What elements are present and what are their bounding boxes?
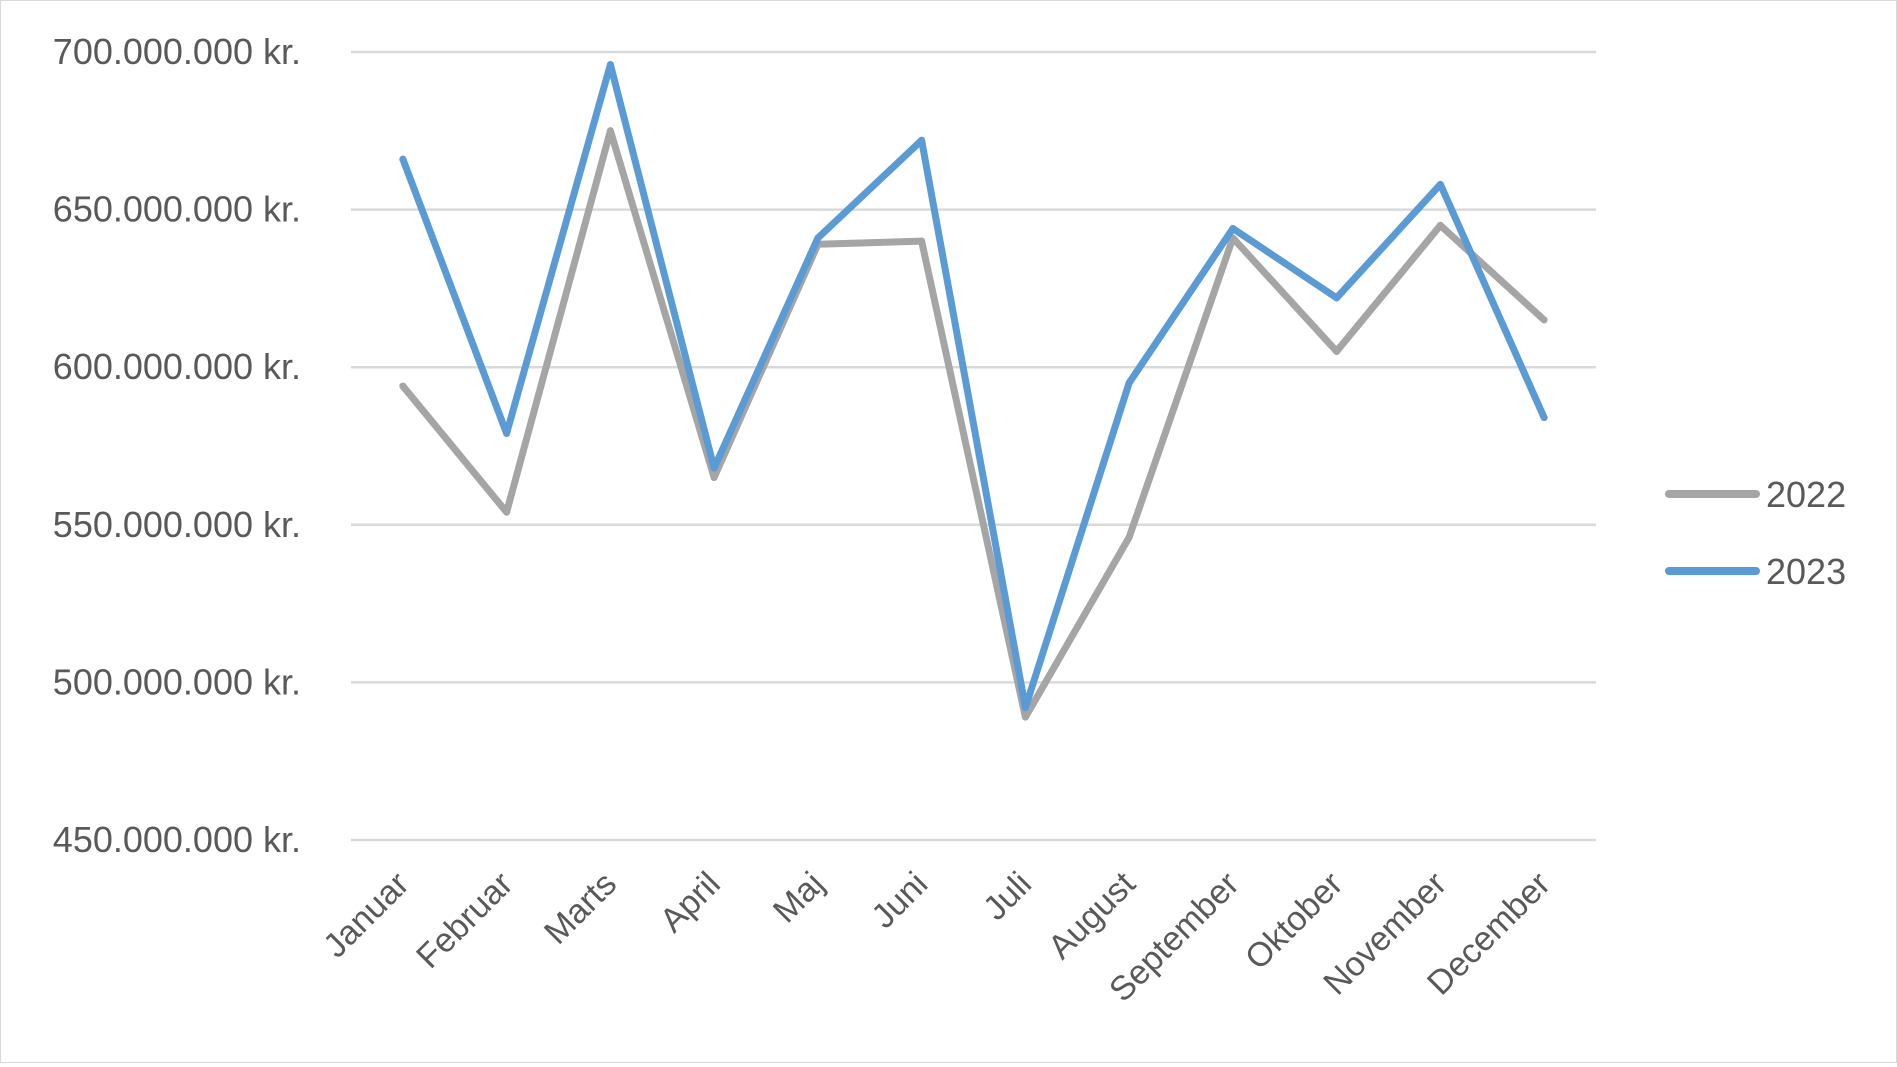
data-point-2022: [1540, 316, 1548, 324]
data-point-2023: [814, 234, 822, 242]
y-tick-label: 600.000.000 kr.: [53, 346, 301, 387]
y-tick-label: 700.000.000 kr.: [53, 31, 301, 72]
x-tick-label: Juli: [976, 865, 1039, 928]
data-point-2023: [1540, 414, 1548, 422]
x-tick-label: Januar: [316, 865, 416, 965]
data-point-2023: [1125, 379, 1133, 387]
y-tick-label: 550.000.000 kr.: [53, 504, 301, 545]
y-tick-label: 650.000.000 kr.: [53, 189, 301, 230]
legend-label-2023: 2023: [1766, 551, 1846, 592]
data-point-2023: [918, 136, 926, 144]
data-point-2022: [1125, 533, 1133, 541]
x-tick-label: Februar: [409, 865, 520, 976]
x-tick-label: April: [653, 865, 728, 940]
data-point-2023: [1021, 704, 1029, 712]
data-point-2023: [1436, 180, 1444, 188]
data-point-2023: [710, 464, 718, 472]
legend: 2022 2023: [1665, 474, 1846, 592]
data-point-2022: [503, 508, 511, 516]
data-point-2023: [1229, 225, 1237, 233]
series-line-2023: [399, 61, 1548, 712]
data-point-2022: [1436, 221, 1444, 229]
data-point-2022: [1021, 713, 1029, 721]
y-tick-label: 500.000.000 kr.: [53, 661, 301, 702]
data-point-2023: [1333, 294, 1341, 302]
gridlines: [351, 50, 1596, 842]
y-tick-label: 450.000.000 kr.: [53, 819, 301, 860]
x-tick-label: Maj: [766, 865, 832, 931]
data-point-2022: [918, 237, 926, 245]
series-lines: [399, 61, 1548, 721]
data-point-2023: [606, 61, 614, 69]
y-axis-tick-labels: 450.000.000 kr. 500.000.000 kr. 550.000.00…: [53, 31, 301, 860]
data-point-2022: [710, 474, 718, 482]
data-point-2022: [606, 127, 614, 135]
legend-label-2022: 2022: [1766, 474, 1846, 515]
x-tick-label: Juni: [864, 865, 935, 936]
data-point-2022: [1333, 347, 1341, 355]
x-tick-label: Marts: [537, 865, 624, 952]
x-tick-label: August: [1041, 864, 1143, 966]
data-point-2022: [399, 382, 407, 390]
data-point-2023: [503, 429, 511, 437]
data-point-2023: [399, 155, 407, 163]
series-line-2022: [399, 127, 1548, 721]
